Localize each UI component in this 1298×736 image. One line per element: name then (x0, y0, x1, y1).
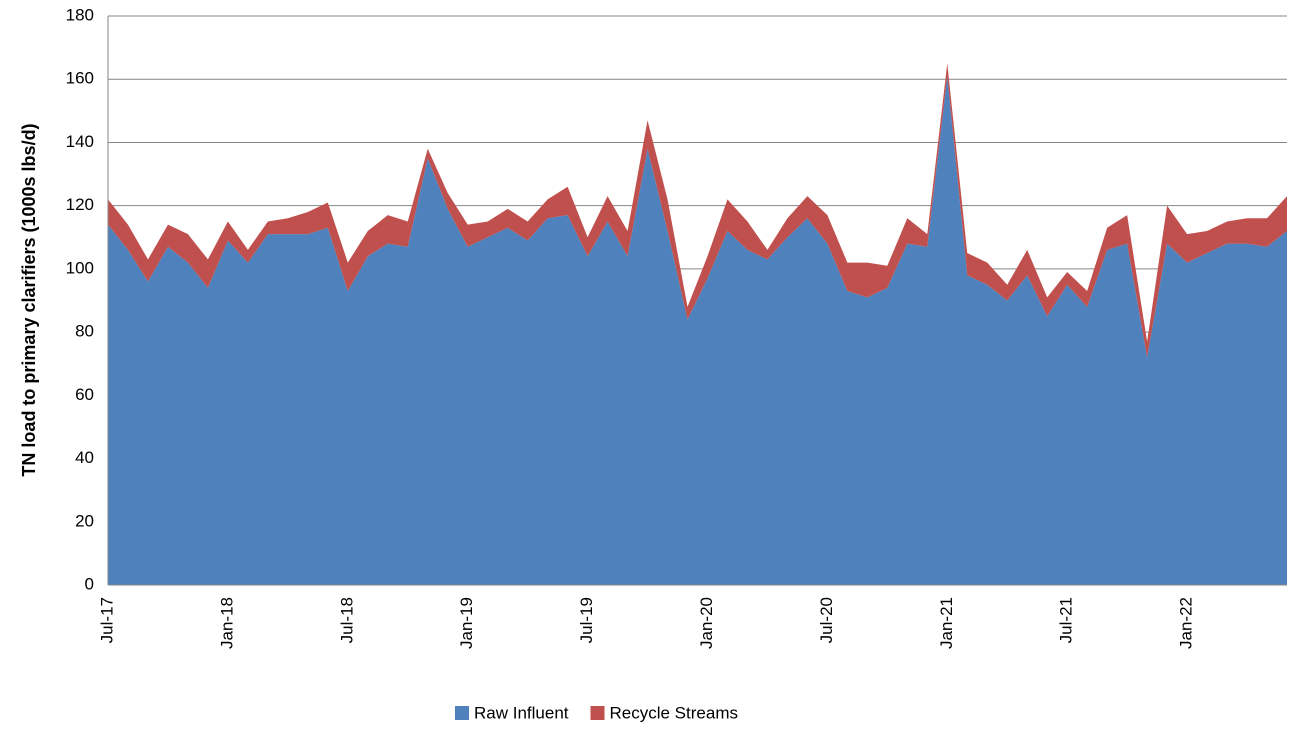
y-tick-label: 0 (85, 574, 94, 593)
y-tick-label: 60 (75, 385, 94, 404)
area (108, 76, 1287, 586)
y-tick-label: 140 (66, 132, 94, 151)
y-tick-label: 100 (66, 258, 94, 277)
x-tick-label: Jul-19 (577, 597, 596, 643)
y-axis-title: TN load to primary clarifiers (1000s lbs… (19, 123, 39, 476)
x-tick-label: Jan-18 (217, 597, 236, 649)
y-tick-label: 120 (66, 195, 94, 214)
y-tick-label: 80 (75, 322, 94, 341)
x-tick-label: Jan-22 (1177, 597, 1196, 649)
legend-label: Recycle Streams (610, 703, 738, 722)
legend-swatch (455, 706, 469, 720)
y-tick-label: 20 (75, 511, 94, 530)
legend-swatch (590, 706, 605, 720)
x-tick-label: Jan-19 (457, 597, 476, 649)
x-tick-label: Jul-20 (817, 597, 836, 643)
x-tick-label: Jul-18 (337, 597, 356, 643)
x-tick-label: Jul-17 (97, 597, 116, 643)
y-tick-label: 180 (66, 5, 94, 24)
y-tick-label: 160 (66, 69, 94, 88)
area (108, 63, 1287, 358)
x-tick-label: Jan-21 (937, 597, 956, 649)
legend-label: Raw Influent (474, 703, 569, 722)
x-tick-label: Jan-20 (697, 597, 716, 649)
y-tick-label: 40 (75, 448, 94, 467)
x-tick-label: Jul-21 (1057, 597, 1076, 643)
